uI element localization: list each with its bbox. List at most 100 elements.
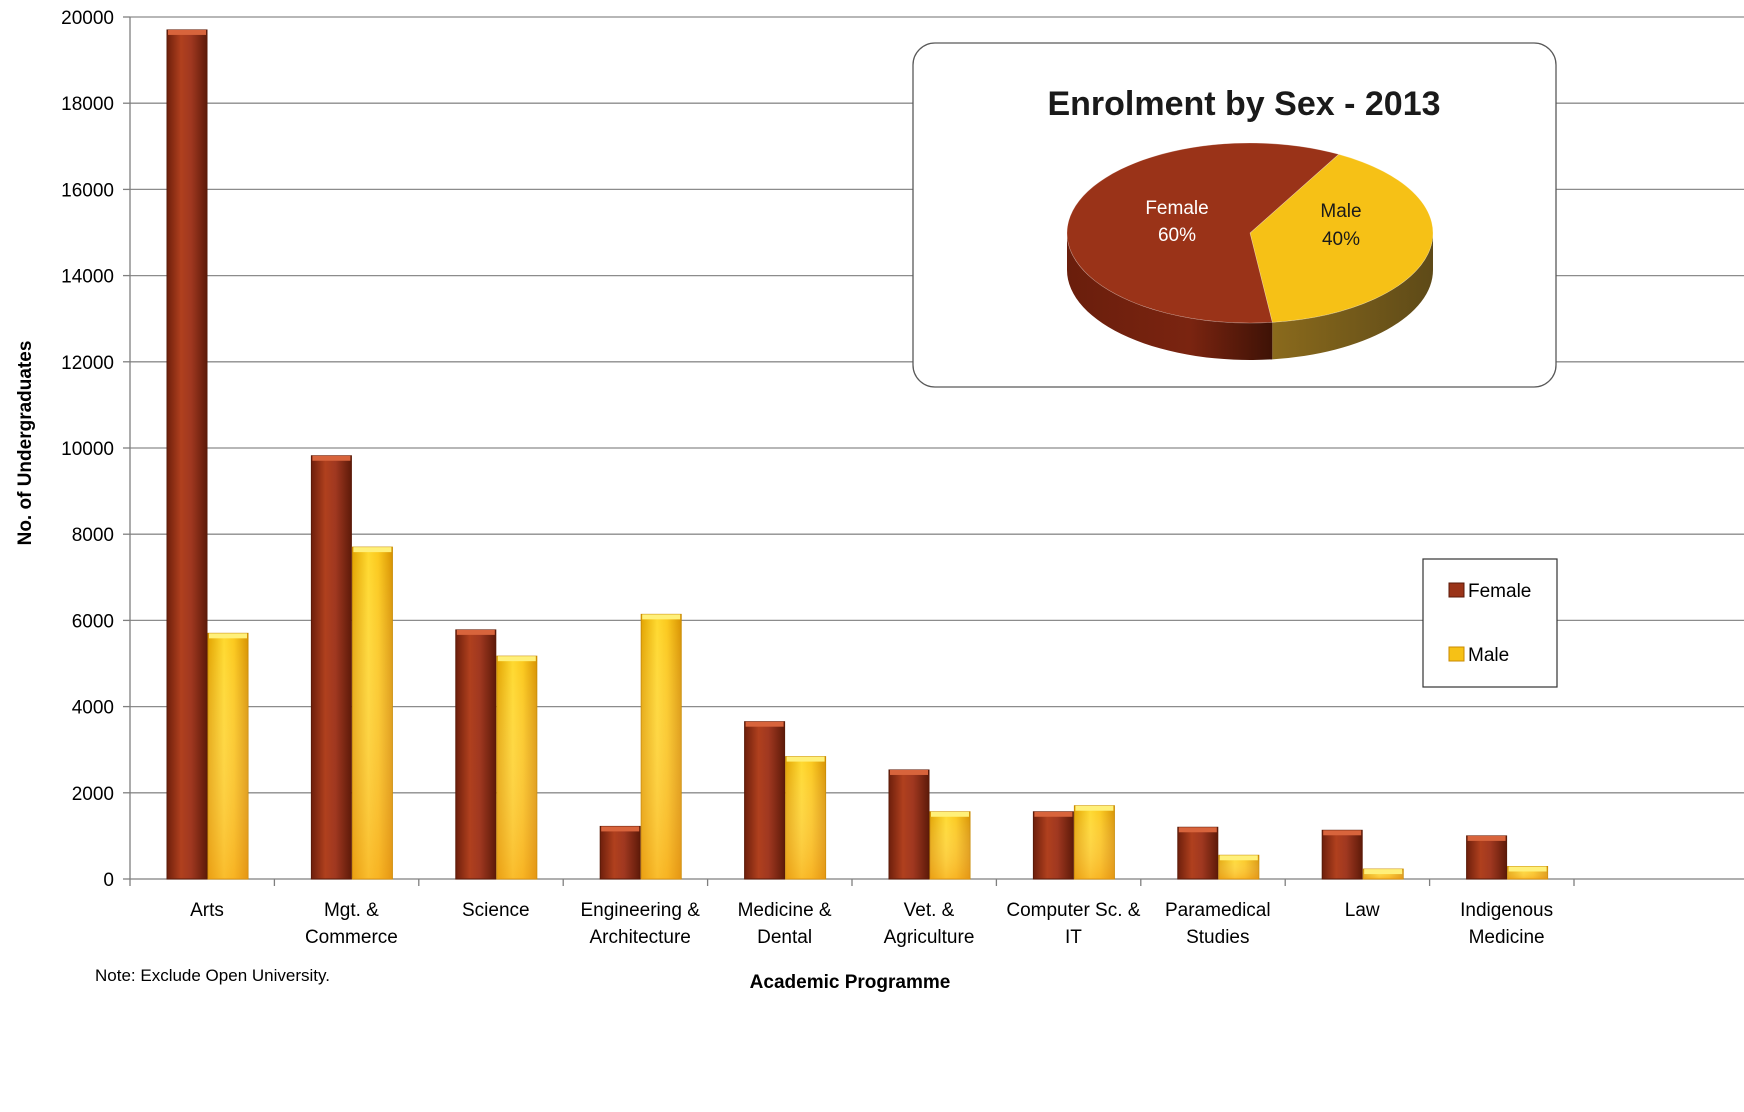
bar-female — [888, 769, 930, 880]
legend-label-male: Male — [1468, 645, 1509, 666]
bar-top-highlight — [1508, 866, 1547, 872]
bar-male — [929, 811, 971, 880]
x-tick-label: Arts — [190, 900, 224, 921]
legend: Female Male — [1422, 558, 1558, 688]
bar-female — [455, 629, 497, 880]
y-tick-label: 12000 — [61, 353, 114, 374]
pie-slice-female — [1066, 142, 1340, 324]
y-tick-label: 14000 — [61, 267, 114, 288]
bar-body — [1466, 835, 1508, 880]
legend-swatch-male — [1448, 646, 1465, 662]
legend-label-female: Female — [1468, 581, 1531, 602]
bar-top-highlight — [890, 769, 928, 775]
bar-body — [455, 629, 497, 880]
pie-title: Enrolment by Sex - 2013 — [1047, 85, 1440, 123]
bar-body — [1177, 826, 1219, 880]
bar-shade — [785, 756, 826, 879]
bar-top-highlight — [1075, 805, 1114, 811]
x-tick-label: Law — [1345, 900, 1380, 921]
bar-male — [1362, 868, 1404, 880]
bar-body — [1032, 811, 1074, 880]
bar-shade — [352, 547, 393, 879]
y-tick-label: 4000 — [72, 698, 114, 719]
bar-male — [496, 655, 538, 880]
legend-box — [1422, 558, 1558, 688]
bar-male — [1218, 854, 1260, 880]
bar-female — [744, 721, 786, 880]
bar-top-highlight — [931, 811, 969, 817]
bar-top-highlight — [1364, 869, 1403, 875]
y-tick-label: 16000 — [61, 180, 114, 201]
bar-shade — [1074, 805, 1115, 879]
bar-shade — [641, 614, 682, 879]
bar-shade — [496, 656, 537, 879]
bar-body — [888, 769, 930, 880]
x-tick-label: Studies — [1186, 927, 1249, 948]
bars — [166, 29, 1549, 880]
bar-male — [640, 613, 682, 880]
bar-top-highlight — [642, 614, 681, 620]
x-tick-label: Engineering & — [581, 900, 701, 921]
bar-body — [166, 29, 208, 880]
bar-top-highlight — [209, 633, 247, 639]
x-tick-label: Medicine — [1469, 927, 1545, 948]
bar-male — [1507, 866, 1549, 880]
y-tick-label: 20000 — [61, 8, 114, 29]
x-tick-label: Mgt. & — [324, 900, 379, 921]
bar-female — [1032, 811, 1074, 880]
bar-body — [310, 455, 352, 880]
bar-top-highlight — [1178, 827, 1217, 833]
pie-label-female-name: Female — [1145, 198, 1208, 219]
bar-female — [599, 825, 641, 880]
x-tick-label: Architecture — [590, 927, 691, 948]
bar-top-highlight — [456, 629, 495, 635]
x-tick-label: Vet. & — [904, 900, 955, 921]
bar-top-highlight — [1323, 830, 1362, 836]
bar-top-highlight — [353, 547, 392, 553]
bar-top-highlight — [745, 721, 784, 727]
x-tick-label: Indigenous — [1460, 900, 1553, 921]
pie-inset: Enrolment by Sex - 2013 Female 60% Male 40% — [912, 42, 1557, 388]
y-tick-label: 18000 — [61, 94, 114, 115]
bar-top-highlight — [1219, 855, 1258, 861]
bar-top-highlight — [601, 826, 640, 832]
y-tick-label: 2000 — [72, 784, 114, 805]
bar-top-highlight — [1034, 811, 1073, 817]
bar-male — [785, 756, 827, 880]
bar-shade — [208, 633, 248, 879]
pie-side-male — [1272, 233, 1433, 360]
x-axis-title: Academic Programme — [750, 972, 951, 993]
y-tick-label: 10000 — [61, 439, 114, 460]
x-tick-label: IT — [1065, 927, 1082, 948]
bar-top-highlight — [786, 756, 825, 762]
bar-female — [310, 455, 352, 880]
x-tick-label: Science — [462, 900, 530, 921]
x-tick-label: Dental — [757, 927, 812, 948]
pie-label-male-name: Male — [1320, 201, 1361, 222]
bar-male — [1073, 805, 1115, 880]
y-axis-title: No. of Undergraduates — [15, 341, 36, 546]
note-text: Note: Exclude Open University. — [95, 966, 330, 985]
x-tick-label: Agriculture — [884, 927, 975, 948]
bar-female — [1321, 829, 1363, 880]
bar-female — [166, 29, 208, 880]
bar-female — [1177, 826, 1219, 880]
x-tick-label: Commerce — [305, 927, 398, 948]
y-tick-label: 0 — [103, 870, 114, 891]
y-tick-label: 8000 — [72, 525, 114, 546]
bar-top-highlight — [497, 656, 536, 662]
x-tick-label: Medicine & — [738, 900, 832, 921]
bar-shade — [1218, 855, 1259, 879]
pie-slice-male — [1249, 153, 1434, 323]
bar-body — [599, 825, 641, 880]
x-tick-label: Paramedical — [1165, 900, 1271, 921]
bar-male — [207, 632, 249, 880]
bar-body — [744, 721, 786, 880]
legend-swatch-female — [1448, 582, 1465, 598]
bar-top-highlight — [168, 29, 206, 35]
pie-label-female-percent: 60% — [1158, 225, 1196, 246]
bar-top-highlight — [312, 455, 351, 461]
y-tick-label: 6000 — [72, 611, 114, 632]
